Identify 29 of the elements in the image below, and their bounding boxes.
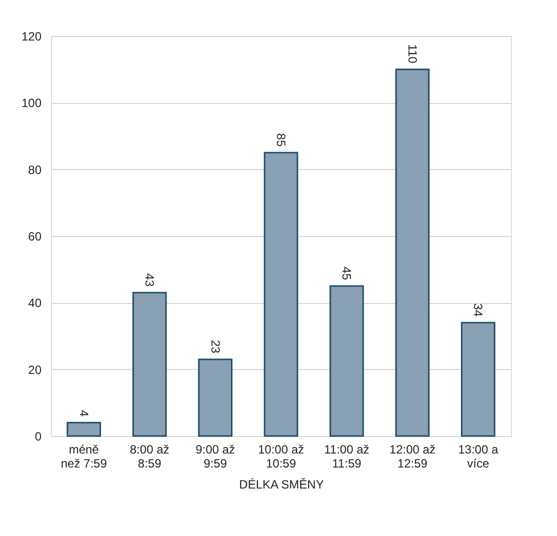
bar	[264, 152, 298, 437]
data-label: 23	[208, 340, 222, 354]
bar	[395, 68, 430, 437]
y-tick-label: 120	[21, 30, 42, 44]
data-label: 43	[142, 273, 157, 287]
data-label: 45	[340, 266, 354, 280]
x-tick-label: 13:00 a více	[458, 442, 498, 470]
x-tick-label: 8:00 až 8:59	[130, 442, 170, 470]
data-label: 34	[471, 303, 486, 317]
data-label: 85	[274, 133, 288, 147]
bar	[330, 285, 364, 437]
x-tick-label: 10:00 až 10:59	[258, 442, 304, 470]
y-tick-label: 100	[21, 96, 42, 110]
data-label: 110	[405, 44, 420, 64]
y-tick-label: 60	[28, 230, 42, 244]
data-label: 4	[76, 410, 91, 417]
x-tick-label: 11:00 až 11:59	[324, 442, 370, 470]
bar	[460, 322, 496, 437]
y-tick-label: 80	[28, 162, 42, 177]
y-tick-label: 0	[34, 430, 42, 444]
x-axis-title: DÉLKA SMĚNY	[239, 478, 324, 492]
x-tick-label: 12:00 až 12:59	[389, 442, 436, 470]
bar	[198, 358, 232, 437]
x-tick-label: 9:00 až 9:59	[196, 442, 235, 470]
y-tick-label: 20	[28, 362, 42, 377]
x-tick-label: méně než 7:59	[60, 442, 108, 470]
bar	[132, 292, 167, 437]
y-tick-label: 40	[28, 296, 42, 310]
bar	[66, 422, 102, 437]
